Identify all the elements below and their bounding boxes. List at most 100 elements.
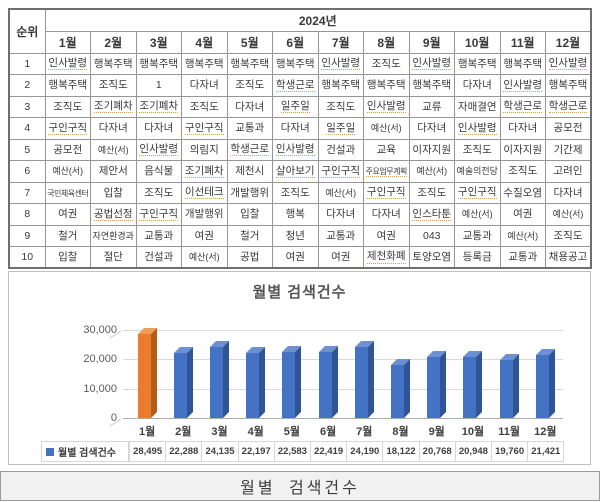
y-tick-label: 0 — [110, 412, 117, 424]
keyword-cell: 교류 — [408, 95, 455, 118]
y-tick-label: 10,000 — [83, 383, 117, 395]
month-header-9: 9월 — [408, 30, 455, 54]
month-header-8: 8월 — [363, 30, 410, 54]
chart-title: 월별 검색건수 — [252, 284, 347, 301]
keyword-cell: 조직도 — [454, 138, 501, 161]
bar-front-face — [499, 360, 513, 418]
bar-3월 — [210, 341, 229, 418]
keyword-cell: 예산(서) — [363, 117, 410, 140]
bar-2월 — [173, 347, 193, 418]
bar-10월 — [463, 351, 483, 418]
keyword-cell: 입찰 — [226, 203, 273, 226]
keyword-cell: 구인구직 — [363, 181, 410, 204]
keyword-cell: 교육 — [363, 138, 410, 161]
legend-label: 월별 검색건수 — [58, 448, 116, 459]
keyword-cell: 예산(서) — [44, 160, 91, 183]
keyword-cell: 교통과 — [454, 224, 501, 247]
data-table-value: 22,288 — [165, 441, 203, 462]
bar-front-face — [282, 352, 296, 418]
rank-cell: 6 — [8, 160, 46, 183]
keyword-cell: 행복주택 — [226, 52, 273, 75]
rank-table: 순위 2024년 1월 2월 3월 4월 5월 6월 7월 8월 9월 10월 11월 12월 1 인사… — [8, 8, 592, 269]
data-table-value: 24,190 — [346, 441, 384, 462]
bar-side-face — [404, 359, 410, 418]
keyword-cell: 구인구직 — [135, 203, 182, 226]
legend-cell: 월별 검색건수 — [41, 441, 129, 462]
keyword-cell: 다자녀 — [135, 117, 182, 140]
gridline-20000 — [123, 359, 563, 360]
keyword-cell: 조기폐차 — [90, 95, 137, 118]
keyword-cell: 여권 — [272, 246, 319, 269]
x-axis-line — [123, 418, 563, 419]
bar-1월 — [137, 328, 157, 418]
y-tick-label: 30,000 — [83, 324, 117, 336]
keyword-cell: 행복주택 — [135, 52, 182, 75]
gridline-30000 — [123, 330, 563, 331]
x-category-label: 6월 — [319, 426, 337, 438]
figure-caption: 월별 검색건수 — [0, 471, 600, 501]
rank-cell: 9 — [8, 224, 46, 247]
table-row: 9 철거 자연환경과 교통과 여권 철거 청년 교통과 여권 043 교통과 예산(서) 조직도 — [8, 224, 592, 247]
keyword-cell: 인사발령 — [363, 95, 410, 118]
keyword-cell: 공법선정 — [90, 203, 137, 226]
keyword-cell: 다자녀 — [272, 117, 319, 140]
bar-7월 — [354, 341, 374, 418]
keyword-cell: 조기폐차 — [181, 160, 228, 183]
keyword-cell: 여권 — [317, 246, 364, 269]
month-header-11: 11월 — [499, 30, 546, 54]
keyword-cell: 예산(서) — [454, 203, 501, 226]
keyword-cell: 기간제 — [545, 138, 592, 161]
table-row: 5 공모전 예산(서) 인사발령 의림지 학생근로 인사발령 건설과 교육 이자지원 조직도 이자지원… — [8, 138, 592, 161]
keyword-cell: 예산(서) — [181, 246, 228, 269]
keyword-cell: 철거 — [44, 224, 91, 247]
keyword-cell: 이자지원 — [408, 138, 455, 161]
x-category-label: 1월 — [138, 426, 156, 438]
keyword-cell: 건설과 — [317, 138, 364, 161]
table-row: 7 국민체육센터 입찰 조직도 이선테크 개발행위 조직도 예산(서) 구인구직 조직도 구인구직 수… — [8, 181, 592, 204]
keyword-cell: 행복주택 — [317, 74, 364, 97]
keyword-cell: 일주일 — [317, 117, 364, 140]
month-header-5: 5월 — [226, 30, 273, 54]
keyword-cell: 인스타툰 — [408, 203, 455, 226]
keyword-cell: 예산(서) — [90, 138, 137, 161]
bar-front-face — [318, 352, 332, 418]
keyword-cell: 교통과 — [226, 117, 273, 140]
keyword-cell: 교통과 — [499, 246, 546, 269]
keyword-cell: 인사발령 — [272, 138, 319, 161]
keyword-cell: 공법 — [226, 246, 273, 269]
rank-header: 순위 — [8, 8, 46, 54]
keyword-cell: 고려인 — [545, 160, 592, 183]
table-row: 10 입찰 절단 건설과 예산(서) 공법 여권 여권 제천화폐 토양오염 등록금 교통과 채용공고 — [8, 246, 592, 269]
bar-side-face — [295, 346, 302, 418]
month-header-2: 2월 — [90, 30, 137, 54]
table-row: 2 행복주택 조직도 1 다자녀 조직도 학생근로 행복주택 행복주택 행복주택 다자녀 인사발령 행복… — [8, 74, 592, 97]
x-category-label: 11월 — [498, 426, 520, 438]
month-header-3: 3월 — [135, 30, 182, 54]
bar-11월 — [499, 354, 519, 418]
keyword-cell: 조직도 — [226, 74, 273, 97]
month-header-1: 1월 — [44, 30, 91, 54]
keyword-cell: 학생근로 — [226, 138, 273, 161]
keyword-cell: 주요업무계획 — [363, 160, 410, 183]
bar-side-face — [512, 354, 519, 418]
keyword-cell: 인사발령 — [545, 52, 592, 75]
keyword-cell: 행복주택 — [545, 74, 592, 97]
keyword-cell: 이선테크 — [181, 181, 228, 204]
keyword-cell: 학생근로 — [545, 95, 592, 118]
rank-cell: 2 — [8, 74, 46, 97]
keyword-cell: 조직도 — [408, 181, 455, 204]
bar-side-face — [440, 351, 447, 418]
bar-front-face — [427, 357, 441, 418]
keyword-cell: 이자지원 — [499, 138, 546, 161]
keyword-cell: 다자녀 — [499, 117, 546, 140]
keyword-cell: 살아보기 — [272, 160, 319, 183]
bar-8월 — [391, 359, 410, 418]
keyword-cell: 채용공고 — [545, 246, 592, 269]
keyword-cell: 구인구직 — [44, 117, 91, 140]
rank-cell: 3 — [8, 95, 46, 118]
keyword-cell: 공모전 — [44, 138, 91, 161]
keyword-cell: 조직도 — [317, 95, 364, 118]
keyword-cell: 인사발령 — [499, 74, 546, 97]
month-header-10: 10월 — [454, 30, 501, 54]
